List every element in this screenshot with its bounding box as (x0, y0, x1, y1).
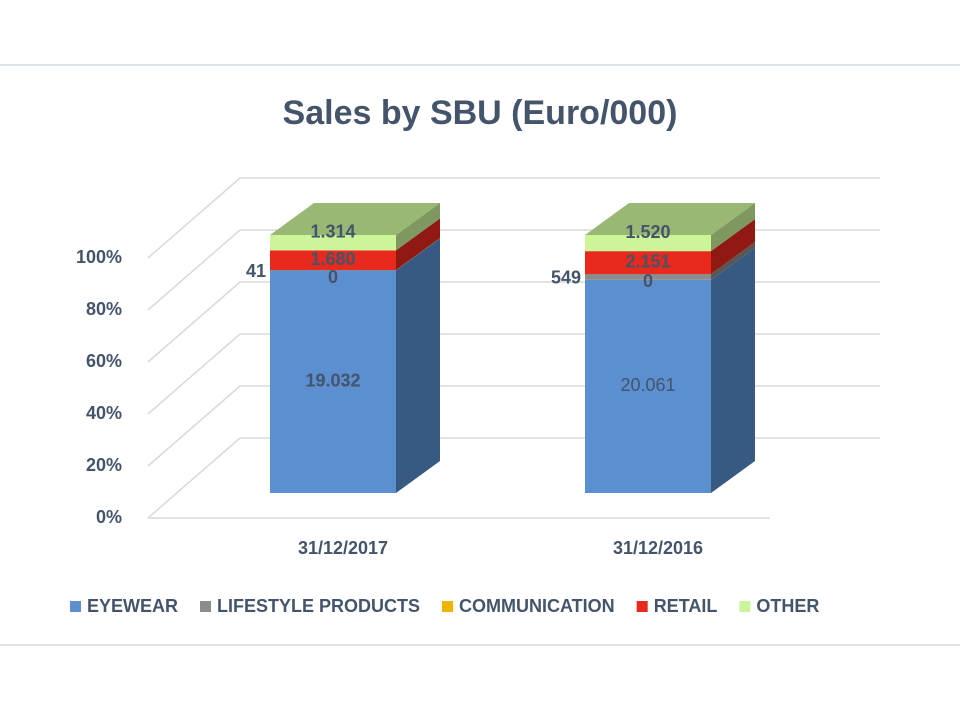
bar-segment (585, 279, 711, 493)
data-label: 1.520 (625, 222, 670, 242)
legend-swatch (70, 601, 81, 612)
grid-line (147, 281, 880, 363)
bar-side (396, 218, 440, 271)
bar-segment (270, 235, 396, 251)
legend-label: COMMUNICATION (459, 596, 615, 616)
x-tick-label: 31/12/2017 (298, 538, 388, 558)
y-tick-label: 60% (86, 351, 122, 371)
data-label: 2.151 (625, 251, 670, 271)
bar-segment (585, 251, 711, 275)
data-label: 20.061 (620, 375, 675, 395)
bar-top (585, 203, 755, 235)
bar-side (711, 203, 755, 252)
bar-segment (585, 235, 711, 252)
bar-segment (585, 274, 711, 280)
legend-label: OTHER (756, 596, 819, 616)
legend-label: LIFESTYLE PRODUCTS (217, 596, 420, 616)
y-tick-label: 20% (86, 455, 122, 475)
chart-title: Sales by SBU (Euro/000) (283, 94, 678, 132)
legend-swatch (636, 601, 648, 612)
grid-line (147, 333, 880, 415)
legend-label: RETAIL (654, 596, 718, 616)
data-label: 0 (643, 271, 653, 291)
y-tick-label: 100% (76, 247, 122, 267)
bar-side (396, 238, 440, 271)
y-tick-label: 0% (96, 507, 122, 527)
legend-swatch (200, 601, 212, 612)
grid-line (147, 437, 880, 519)
data-label: 1.680 (310, 249, 355, 269)
y-tick-label: 40% (86, 403, 122, 423)
bar-side (396, 238, 440, 493)
data-label: 19.032 (305, 370, 360, 390)
bar-segment (270, 250, 396, 271)
data-label: 41 (246, 261, 266, 281)
grid-line (147, 385, 880, 467)
bar-side (711, 242, 755, 280)
x-tick-label: 31/12/2016 (613, 538, 703, 558)
data-label: 1.314 (310, 221, 355, 241)
grid-line (147, 177, 880, 259)
y-tick-label: 80% (86, 299, 122, 319)
legend-label: EYEWEAR (87, 596, 178, 616)
data-label: 549 (551, 268, 581, 288)
bar-segment (270, 270, 396, 493)
bar-side (711, 247, 755, 493)
bar-side (711, 219, 755, 275)
bar-side (396, 203, 440, 251)
legend-swatch (739, 601, 751, 612)
bar-top (270, 203, 440, 235)
legend-swatch (442, 601, 454, 612)
data-label: 0 (328, 267, 338, 287)
